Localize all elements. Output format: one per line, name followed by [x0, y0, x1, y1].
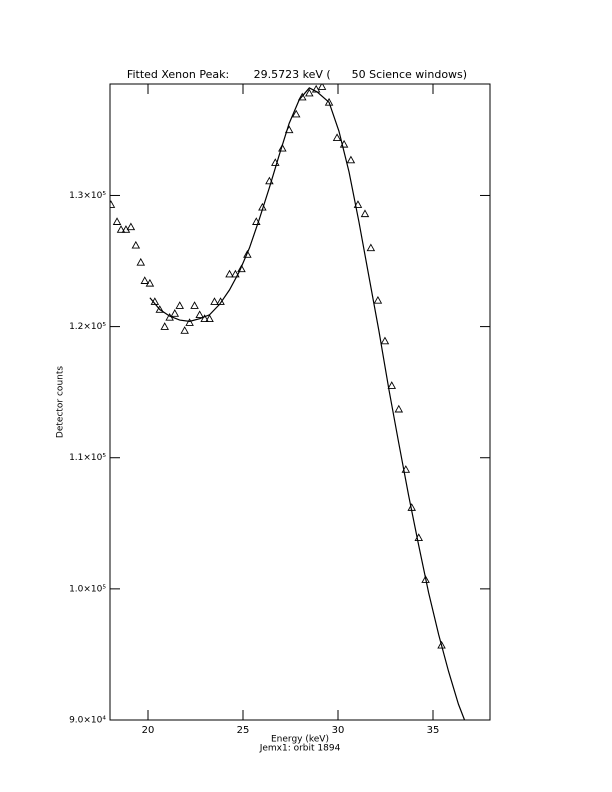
subtitle: Jemx1: orbit 1894 — [259, 744, 341, 754]
data-point — [317, 84, 327, 90]
data-point — [360, 209, 370, 218]
data-point — [421, 575, 430, 583]
plot-area — [110, 84, 466, 720]
data-point — [140, 276, 150, 284]
data-point — [112, 217, 122, 225]
data-point — [231, 269, 240, 278]
data-point — [200, 314, 209, 322]
plot-frame — [109, 83, 491, 721]
data-point — [180, 326, 189, 334]
x-axis-label: Energy (keV) — [271, 735, 329, 745]
data-point — [278, 143, 287, 152]
data-point — [190, 301, 199, 309]
data-point — [366, 243, 376, 252]
x-tick-label: 35 — [427, 725, 440, 736]
data-point — [110, 200, 116, 208]
y-axis-label: Detector counts — [56, 366, 66, 438]
x-tick-label: 25 — [237, 725, 250, 736]
data-point — [145, 278, 155, 287]
data-point — [205, 314, 214, 322]
y-tick-label: 1.3×10⁵ — [69, 191, 106, 201]
data-point — [298, 92, 307, 101]
data-point — [116, 225, 126, 233]
data-point — [305, 88, 314, 97]
y-tick-label: 1.0×10⁵ — [69, 584, 106, 594]
data-point — [387, 381, 397, 389]
data-point — [155, 305, 165, 313]
data-point — [195, 310, 204, 319]
data-point — [324, 97, 334, 106]
chart-title: Fitted Xenon Peak: 29.5723 keV ( 50 Scie… — [127, 68, 467, 81]
data-point — [175, 301, 184, 309]
data-point — [291, 109, 301, 118]
data-point — [346, 155, 356, 164]
data-point — [394, 404, 404, 413]
data-point — [373, 295, 383, 304]
x-tick-label: 30 — [332, 725, 345, 736]
data-point — [126, 222, 136, 231]
data-point — [160, 322, 169, 330]
data-point — [243, 250, 252, 258]
data-point — [210, 297, 219, 305]
data-point — [332, 133, 342, 142]
data-point — [185, 318, 194, 326]
data-point — [380, 336, 390, 345]
y-tick-label: 1.2×10⁵ — [69, 322, 106, 332]
data-point — [437, 640, 446, 649]
data-point — [136, 257, 146, 266]
x-tick-label: 20 — [142, 725, 155, 736]
data-point — [170, 309, 180, 317]
y-tick-label: 9.0×10⁴ — [69, 716, 106, 726]
data-point — [225, 269, 234, 278]
data-point — [131, 240, 141, 249]
data-point — [237, 264, 246, 273]
data-point — [353, 200, 363, 208]
y-tick-label: 1.1×10⁵ — [69, 453, 106, 463]
fit-curve — [149, 87, 466, 720]
